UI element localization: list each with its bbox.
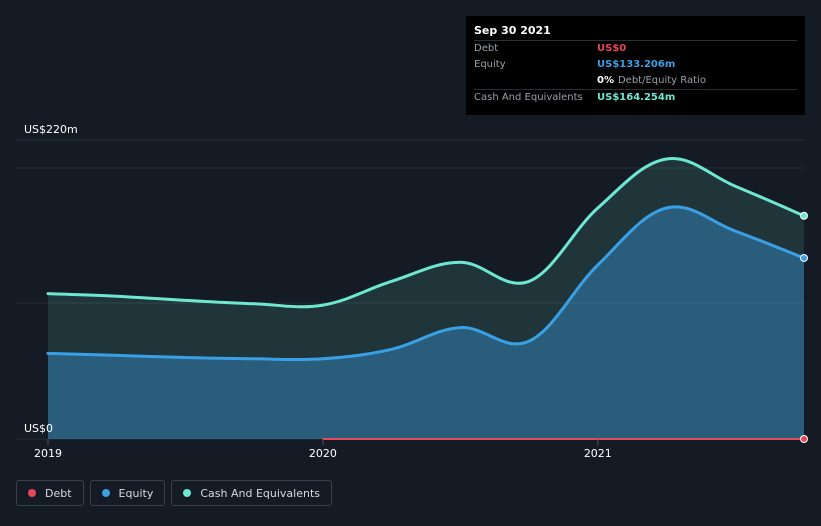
legend-equity-label: Equity <box>118 486 154 500</box>
x-tick-label-0: 2019 <box>34 447 62 460</box>
tooltip-equity-value: US$133.206m <box>597 59 676 70</box>
cash-area <box>48 158 804 439</box>
legend-item-cash[interactable]: Cash And Equivalents <box>171 480 332 506</box>
legend-item-equity[interactable]: Equity <box>89 480 166 506</box>
equity-end-marker <box>800 253 808 262</box>
tooltip-row-ratio: 0% Debt/Equity Ratio <box>474 73 797 89</box>
equity-dot-icon <box>101 489 110 497</box>
cash-end-marker <box>800 211 808 220</box>
tooltip-ratio-label <box>474 73 597 89</box>
legend-item-debt[interactable]: Debt <box>16 480 84 506</box>
tooltip-debt-label: Debt <box>474 43 499 54</box>
tooltip-equity-label: Equity <box>474 59 506 70</box>
chart-end-markers <box>800 211 808 443</box>
tooltip-debt-value: US$0 <box>597 43 627 54</box>
tooltip-row-cash: Cash And Equivalents US$164.254m <box>474 89 797 106</box>
equity-area <box>48 206 804 439</box>
x-axis-ticks: 2019 2020 2021 <box>34 439 612 460</box>
legend-debt-label: Debt <box>45 486 72 500</box>
tooltip-ratio-caption: Debt/Equity Ratio <box>617 75 706 86</box>
cash-line <box>46 157 806 309</box>
tooltip-date: Sep 30 2021 <box>474 24 551 37</box>
x-tick-label-1: 2020 <box>309 447 337 460</box>
chart-areas <box>48 158 804 439</box>
equity-line <box>46 205 806 362</box>
tooltip-cash-value: US$164.254m <box>597 92 676 103</box>
legend-cash-label: Cash And Equivalents <box>200 486 320 500</box>
chart-lines <box>46 157 806 441</box>
cash-dot-icon <box>183 489 192 497</box>
x-tick-label-2: 2021 <box>584 447 612 460</box>
tooltip-cash-label: Cash And Equivalents <box>474 92 583 103</box>
y-axis-top-label: US$220m <box>24 123 78 136</box>
debt-end-marker <box>800 435 808 443</box>
debt-dot-icon <box>28 489 36 497</box>
tooltip-ratio-value: 0% <box>597 75 614 86</box>
tooltip-row-equity: Equity US$133.206m <box>474 57 797 73</box>
tooltip-panel: Sep 30 2021 Debt US$0 Equity US$133.206m… <box>466 16 805 115</box>
y-axis-bottom-label: US$0 <box>24 422 53 435</box>
tooltip-row-debt: Debt US$0 <box>474 40 797 57</box>
chart-legend: Debt Equity Cash And Equivalents <box>16 480 332 506</box>
